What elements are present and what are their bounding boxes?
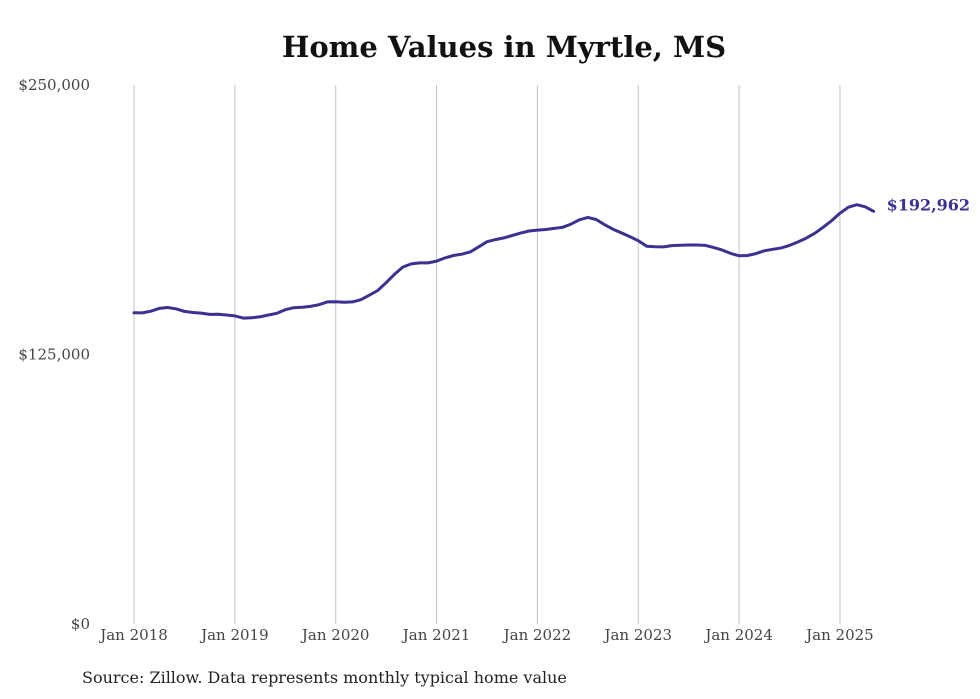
x-tick-label: Jan 2019	[199, 626, 269, 644]
chart-title: Home Values in Myrtle, MS	[281, 30, 727, 64]
x-tick-label: Jan 2023	[602, 626, 672, 644]
gridlines	[133, 85, 841, 624]
x-tick-label: Jan 2022	[502, 626, 572, 644]
x-tick-label: Jan 2020	[300, 626, 370, 644]
x-axis-ticks: Jan 2018 Jan 2019 Jan 2020 Jan 2021 Jan 2022…	[98, 626, 874, 644]
source-note: Source: Zillow. Data represents monthly …	[82, 668, 567, 687]
y-tick-label: $250,000	[18, 76, 90, 94]
x-tick-label: Jan 2021	[401, 626, 471, 644]
data-labels: $192,962	[887, 195, 971, 214]
series-layer	[132, 203, 876, 320]
x-tick-label: Jan 2024	[703, 626, 773, 644]
x-tick-label: Jan 2018	[98, 626, 168, 644]
end-value-label: $192,962	[887, 195, 971, 214]
series-line	[132, 203, 876, 320]
y-axis-ticks: $0 $125,000 $250,000	[18, 76, 90, 633]
y-tick-label: $0	[71, 615, 90, 633]
y-tick-label: $125,000	[18, 346, 90, 364]
x-tick-label: Jan 2025	[804, 626, 874, 644]
